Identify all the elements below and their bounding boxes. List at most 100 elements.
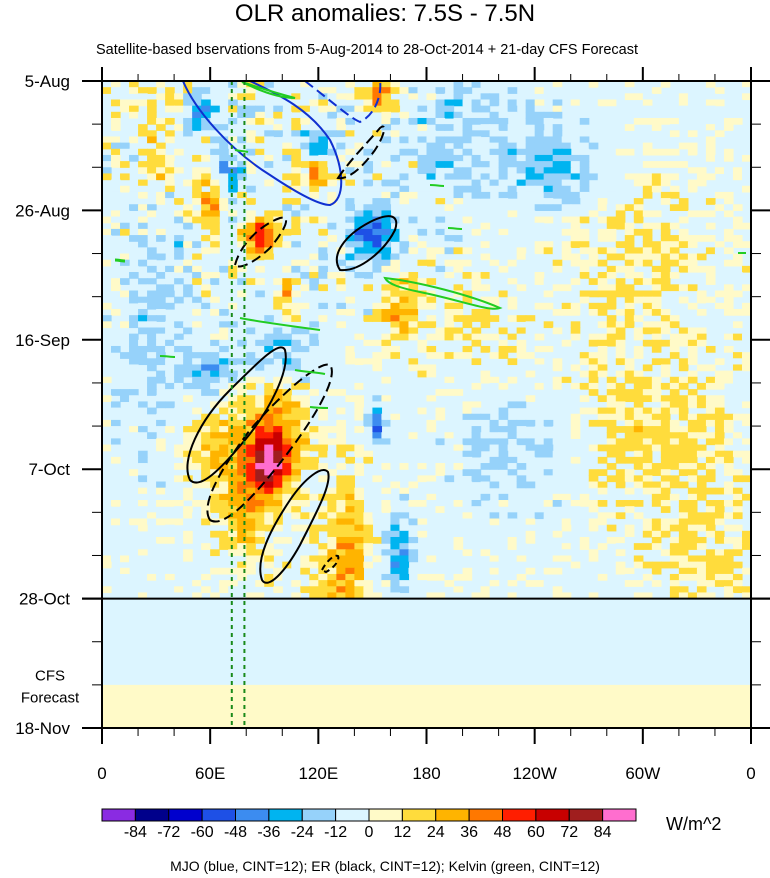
field-cell bbox=[219, 580, 229, 587]
field-cell bbox=[300, 216, 310, 224]
field-cell bbox=[228, 352, 238, 359]
field-cell bbox=[381, 204, 392, 211]
field-cell bbox=[570, 426, 581, 433]
field-cell bbox=[255, 204, 265, 211]
field-cell bbox=[120, 352, 130, 359]
field-cell bbox=[462, 185, 473, 193]
field-cell bbox=[381, 296, 392, 304]
field-cell bbox=[624, 395, 635, 403]
field-cell bbox=[102, 432, 112, 439]
field-cell bbox=[588, 308, 599, 316]
field-cell bbox=[327, 130, 337, 138]
field-cell bbox=[741, 265, 751, 273]
field-cell bbox=[183, 111, 193, 119]
field-cell bbox=[165, 327, 175, 335]
field-cell bbox=[219, 493, 229, 501]
field-cell bbox=[363, 543, 374, 550]
field-cell bbox=[147, 573, 157, 581]
field-cell bbox=[417, 216, 428, 224]
field-cell bbox=[426, 278, 437, 285]
field-cell bbox=[102, 333, 112, 341]
field-cell bbox=[345, 376, 355, 384]
field-cell bbox=[489, 561, 500, 569]
field-cell bbox=[516, 154, 527, 162]
field-cell bbox=[165, 179, 175, 187]
field-cell bbox=[669, 586, 680, 594]
field-cell bbox=[453, 93, 464, 101]
field-cell bbox=[615, 253, 626, 261]
field-cell bbox=[597, 87, 608, 94]
field-cell bbox=[129, 198, 139, 205]
colorbar-label: -36 bbox=[257, 824, 280, 841]
field-cell bbox=[147, 339, 157, 347]
field-cell bbox=[327, 235, 337, 242]
field-cell bbox=[561, 518, 572, 526]
field-cell bbox=[201, 419, 211, 427]
field-cell bbox=[192, 173, 202, 181]
field-cell bbox=[714, 506, 725, 513]
field-cell bbox=[660, 370, 671, 378]
field-cell bbox=[534, 81, 545, 88]
field-cell bbox=[498, 235, 509, 242]
field-cell bbox=[273, 376, 283, 384]
field-cell bbox=[624, 530, 635, 538]
field-cell bbox=[507, 161, 518, 168]
field-cell bbox=[336, 99, 346, 107]
field-cell bbox=[516, 247, 527, 255]
colorbar-swatch bbox=[301, 808, 337, 822]
field-cell bbox=[129, 253, 139, 261]
field-cell bbox=[300, 111, 310, 119]
field-cell bbox=[255, 364, 265, 372]
field-cell bbox=[390, 567, 401, 575]
field-cell bbox=[561, 592, 572, 600]
field-cell bbox=[624, 321, 635, 329]
field-cell bbox=[669, 272, 680, 279]
field-cell bbox=[390, 302, 401, 310]
field-cell bbox=[732, 290, 743, 298]
field-cell bbox=[732, 573, 743, 581]
field-cell bbox=[705, 154, 716, 162]
field-cell bbox=[363, 407, 374, 415]
field-cell bbox=[381, 315, 392, 322]
field-cell bbox=[606, 302, 617, 310]
field-cell bbox=[543, 278, 554, 285]
field-cell bbox=[201, 450, 211, 458]
field-cell bbox=[192, 241, 202, 248]
field-cell bbox=[408, 272, 419, 279]
field-cell bbox=[570, 586, 581, 594]
field-cell bbox=[696, 463, 707, 470]
field-cell bbox=[138, 259, 148, 267]
field-cell bbox=[489, 259, 500, 267]
field-cell bbox=[471, 117, 482, 125]
field-cell bbox=[480, 493, 491, 501]
field-cell bbox=[570, 173, 581, 181]
field-cell bbox=[192, 419, 202, 427]
field-cell bbox=[561, 469, 572, 476]
field-cell bbox=[255, 241, 265, 248]
field-cell bbox=[669, 450, 680, 458]
field-cell bbox=[273, 567, 283, 575]
field-cell bbox=[462, 549, 473, 557]
field-cell bbox=[363, 99, 374, 107]
field-cell bbox=[633, 93, 644, 101]
field-cell bbox=[228, 475, 238, 483]
field-cell bbox=[534, 469, 545, 476]
field-cell bbox=[138, 432, 148, 439]
field-cell bbox=[696, 518, 707, 526]
field-cell bbox=[273, 493, 283, 501]
field-cell bbox=[444, 352, 455, 359]
field-cell bbox=[246, 253, 256, 261]
field-cell bbox=[246, 142, 256, 150]
field-cell bbox=[597, 345, 608, 353]
field-cell bbox=[390, 315, 401, 322]
field-cell bbox=[363, 241, 374, 248]
field-cell bbox=[237, 500, 247, 507]
field-cell bbox=[228, 161, 238, 168]
field-cell bbox=[228, 333, 238, 341]
field-cell bbox=[678, 518, 689, 526]
field-cell bbox=[525, 148, 536, 156]
field-cell bbox=[138, 469, 148, 476]
field-cell bbox=[219, 352, 229, 359]
field-cell bbox=[714, 407, 725, 415]
field-cell bbox=[201, 136, 211, 144]
